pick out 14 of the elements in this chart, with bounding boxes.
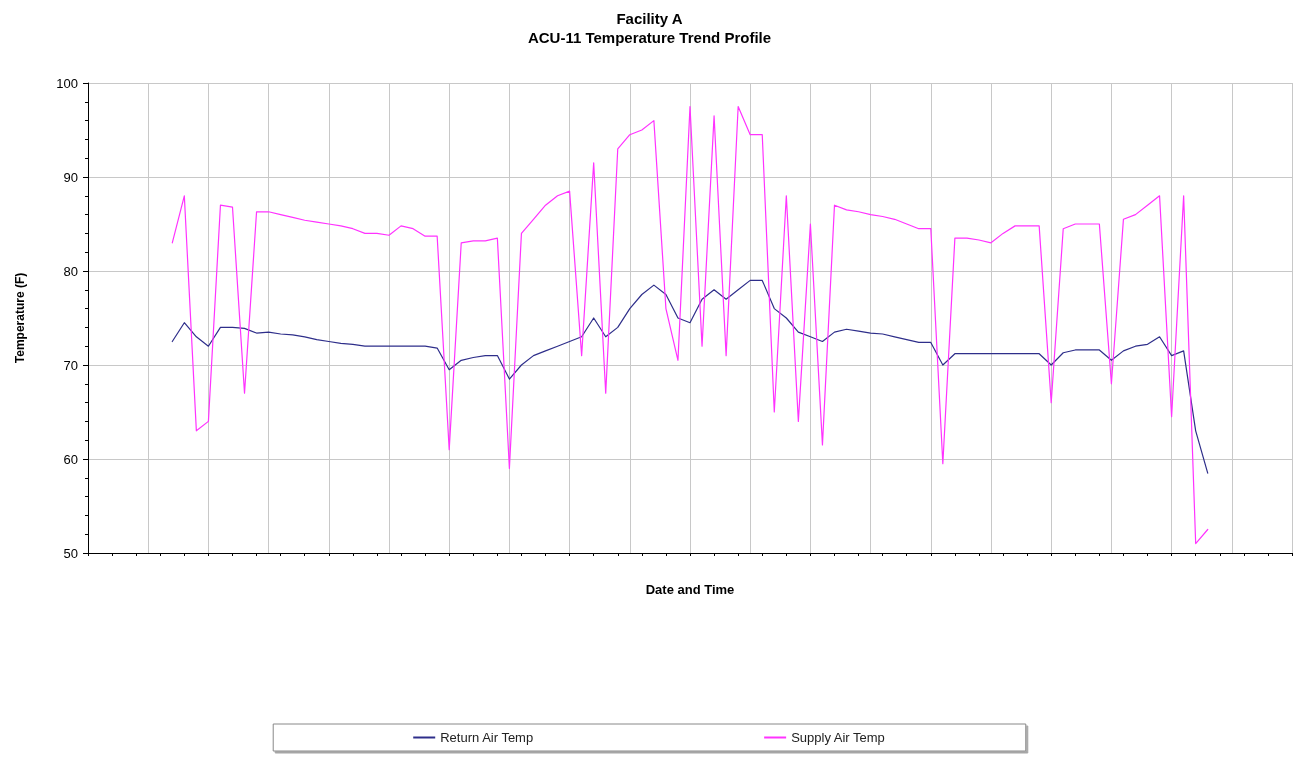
chart-subtitle: ACU-11 Temperature Trend Profile <box>527 29 772 46</box>
y-tick-label: 70 <box>63 357 78 373</box>
y-tick-label: 80 <box>63 263 78 279</box>
line-series <box>171 279 1209 474</box>
x-axis-title: Date and Time <box>645 582 735 597</box>
y-tick-label: 60 <box>63 451 78 467</box>
y-tick-label: 100 <box>56 75 78 91</box>
y-axis-title: Temperature (F) <box>13 272 27 364</box>
legend-label: Return Air Temp <box>440 730 534 745</box>
y-tick-label: 50 <box>63 545 78 561</box>
y-tick-label: 90 <box>63 169 78 185</box>
legend-label: Supply Air Temp <box>791 730 885 745</box>
chart-title: Facility A <box>616 10 683 27</box>
line-series <box>171 105 1209 545</box>
